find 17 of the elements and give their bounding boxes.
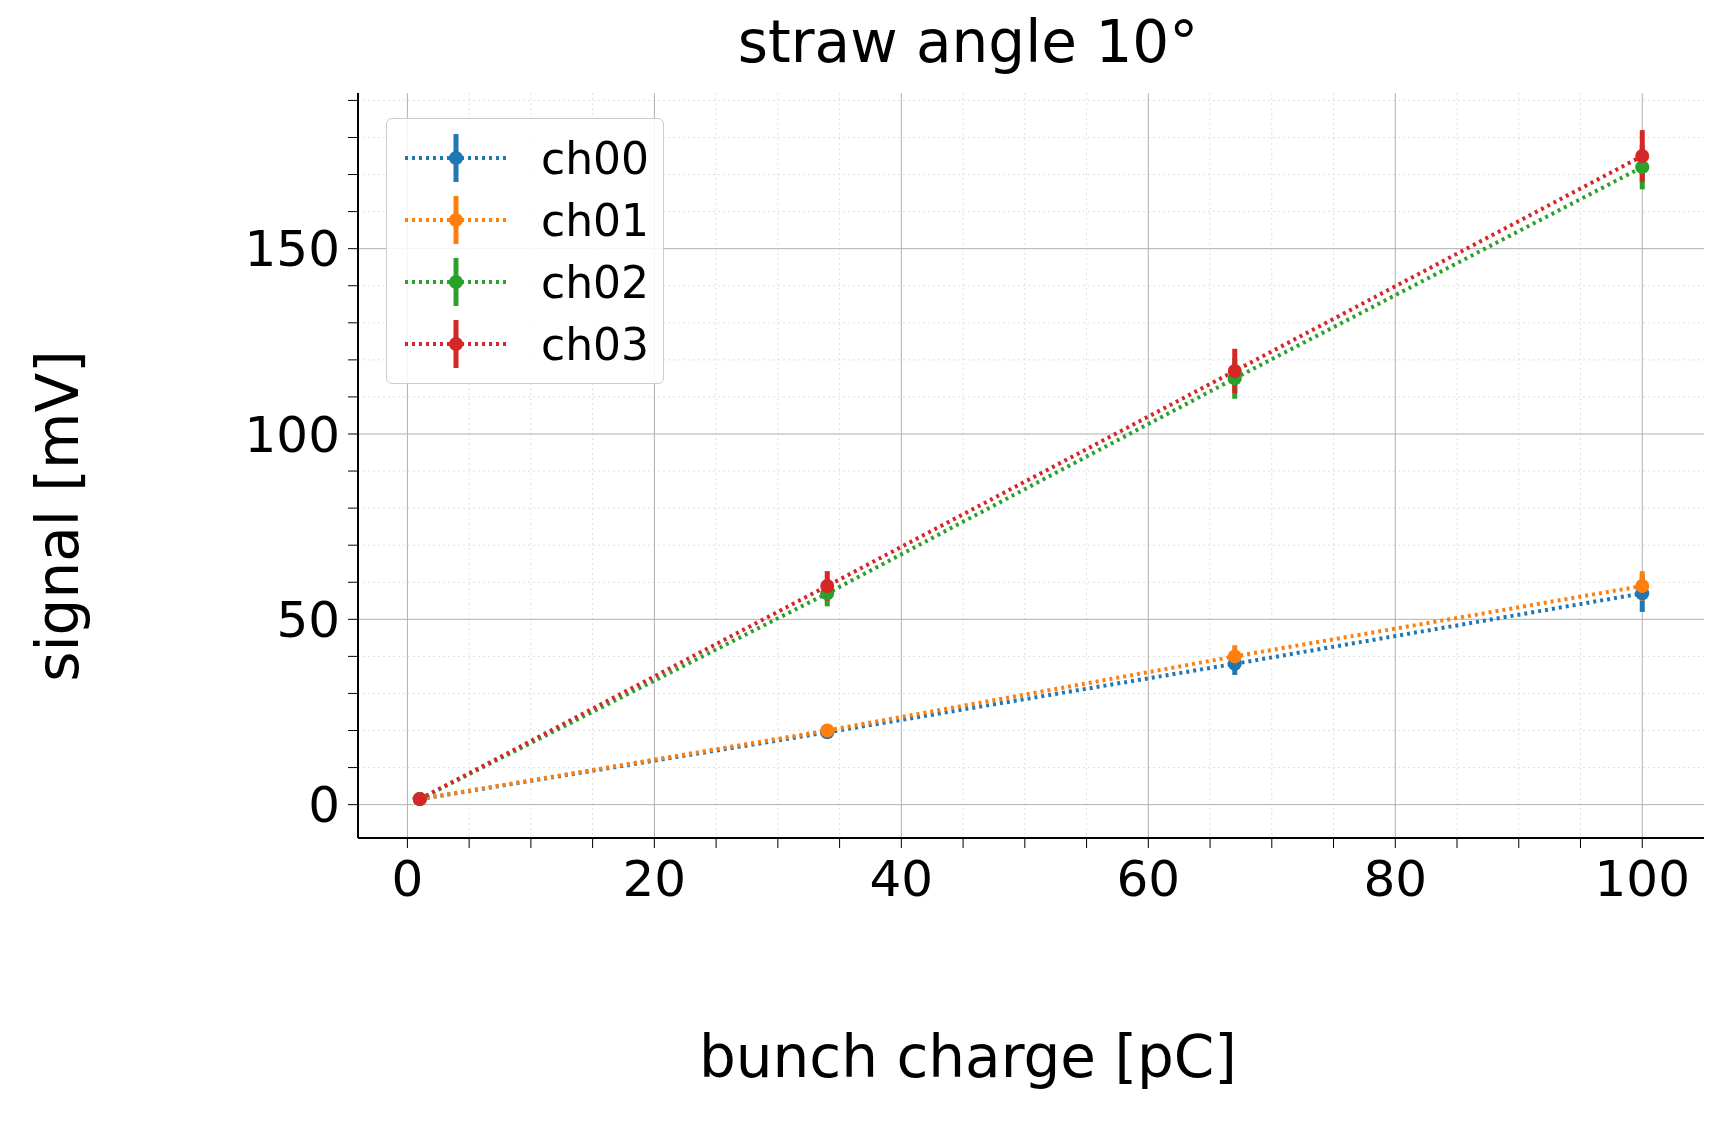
legend-label: ch03	[541, 318, 650, 370]
x-tick-label: 0	[391, 849, 424, 908]
y-tick-label: 0	[308, 776, 340, 835]
legend-label: ch00	[541, 132, 650, 184]
legend-label: ch01	[541, 194, 650, 246]
y-tick-label: 50	[276, 591, 340, 650]
y-axis-title: signal [mV]	[24, 349, 92, 682]
x-tick-label: 60	[1116, 849, 1181, 908]
x-tick-label: 80	[1363, 849, 1428, 908]
x-tick-label: 100	[1594, 849, 1690, 908]
chart-title: straw angle 10°	[736, 8, 1200, 76]
x-tick-label: 40	[869, 849, 934, 908]
y-tick-label: 150	[244, 220, 340, 279]
x-axis-title: bunch charge [pC]	[698, 1023, 1238, 1091]
y-tick-label: 100	[244, 405, 340, 464]
x-tick-label: 20	[622, 849, 687, 908]
legend-label: ch02	[541, 256, 650, 308]
